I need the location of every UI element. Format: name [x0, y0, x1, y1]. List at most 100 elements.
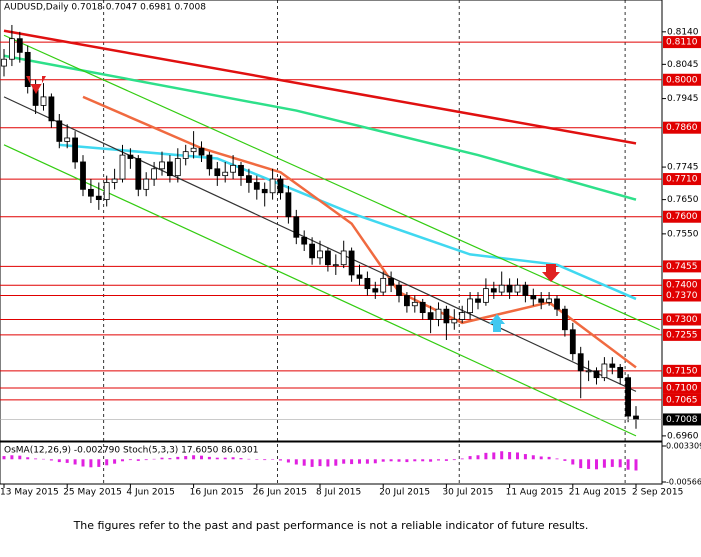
candle-body [293, 216, 300, 238]
buy-arrow [489, 314, 505, 332]
osma-bar [105, 459, 109, 466]
level-label: 0.7600 [666, 212, 698, 222]
osma-bar [302, 459, 306, 466]
level-label: 0.7710 [666, 175, 698, 185]
level-box [663, 36, 701, 49]
y-tick-label: 0.003309 [666, 442, 701, 451]
osma-bar [65, 459, 69, 463]
osma-bar [516, 452, 519, 460]
level-box [663, 121, 701, 134]
candle-body [396, 284, 402, 296]
level-box [663, 289, 701, 302]
osma-bar [444, 459, 448, 461]
candle-body [198, 147, 205, 156]
candle-body [103, 182, 110, 201]
y-tick-label: 0.6960 [667, 431, 699, 441]
x-tick-label: 16 Jun 2015 [190, 488, 244, 498]
plot: 0.8140 0.8045 0.7945 0.7745 0.7650 0.7550 0.69… [0, 0, 701, 498]
candle-body [601, 363, 608, 379]
candle-body [633, 415, 639, 420]
osma-bar [57, 459, 61, 463]
osma-bar [555, 458, 559, 460]
osma-bar [595, 459, 598, 470]
candle-body [159, 161, 165, 170]
osma-bar [279, 459, 282, 461]
level-box [663, 210, 701, 223]
level-box [663, 381, 701, 394]
level-box [663, 260, 701, 273]
level-box [663, 173, 701, 186]
candle-body [554, 298, 560, 310]
osma-bar [271, 459, 275, 460]
osma-bar [539, 456, 543, 460]
level-label: 0.7300 [666, 315, 698, 325]
y-tick-label: 0.8140 [667, 27, 699, 37]
candle-body [48, 96, 55, 122]
candle-body [190, 147, 197, 153]
osma-bar [136, 459, 140, 461]
candle-body [538, 298, 545, 303]
candle-body [143, 178, 150, 190]
sell-arrow [26, 76, 46, 94]
osma-bar [255, 459, 259, 460]
y-tick-label: 0.8045 [667, 60, 699, 70]
osma-bar [215, 457, 219, 460]
level-box [663, 73, 701, 86]
candle-body [506, 284, 513, 293]
osma-bar [2, 456, 6, 460]
candle-body [585, 370, 592, 373]
osma-bar [618, 459, 622, 468]
candle-body [16, 38, 23, 53]
level-label: 0.7100 [666, 383, 698, 393]
osma-bar [128, 459, 132, 461]
candle-body [419, 301, 426, 314]
candle-body [593, 370, 600, 379]
candle-body [40, 96, 47, 106]
osma-bar [389, 459, 393, 462]
candle-body [174, 158, 181, 177]
candle-body [72, 137, 78, 163]
candle-body [182, 151, 189, 159]
indicator-line [3, 54, 637, 201]
candle-body [625, 377, 631, 417]
osma-bar [10, 455, 14, 460]
osma-bar [73, 459, 77, 465]
osma-bar [318, 459, 322, 467]
candle-body [617, 367, 624, 379]
candle-body [388, 277, 395, 286]
price-pane [0, 0, 663, 442]
x-tick-label: 13 May 2015 [0, 488, 59, 498]
osma-bar [421, 459, 425, 462]
x-tick-label: 2 Sep 2015 [632, 488, 683, 498]
osma-bar [326, 459, 330, 467]
y-tick-label: 0.7945 [667, 94, 699, 104]
osma-bar [587, 459, 591, 469]
candle-body [317, 250, 323, 259]
level-label: 0.7860 [666, 123, 698, 133]
osma-bar [200, 455, 203, 460]
osma-bar [634, 459, 638, 471]
osma-bar [18, 455, 22, 460]
candle-body [285, 192, 292, 218]
osma-bar [397, 459, 401, 462]
candle-body [435, 308, 442, 320]
candle-body [364, 277, 371, 290]
candle-body [403, 295, 410, 307]
candle-body [269, 178, 276, 194]
candle-body [309, 243, 316, 259]
osma-bar [310, 459, 314, 467]
candle-body [467, 298, 474, 314]
osma-bar [49, 459, 53, 461]
osma-bar [460, 458, 464, 460]
level-box [663, 279, 701, 292]
indicator-line [59, 143, 637, 301]
osma-bar [89, 459, 93, 468]
candle-body [214, 168, 221, 177]
indicator-header: OsMA(12,26,9) -0.002790 Stoch(5,3,3) 17.… [4, 446, 258, 456]
candle-body [222, 171, 229, 177]
osma-bar [531, 455, 535, 460]
candle-body [88, 188, 94, 197]
candle-body [530, 295, 537, 300]
x-tick-label: 4 Jun 2015 [126, 488, 174, 498]
